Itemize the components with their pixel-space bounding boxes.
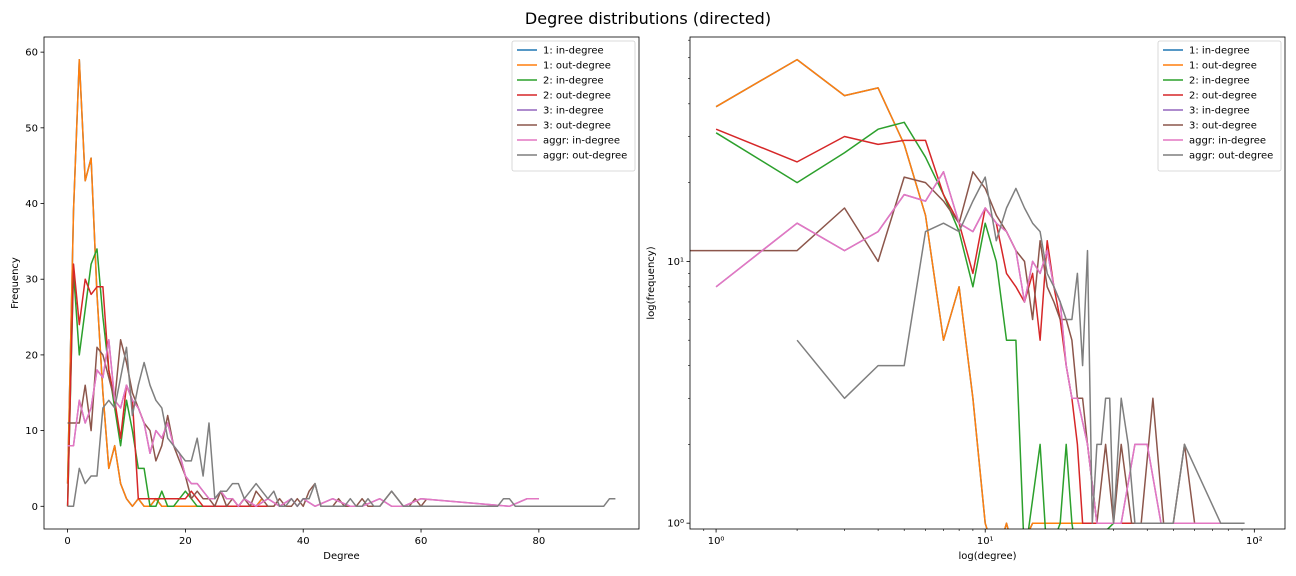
y-tick-label: 40 bbox=[25, 199, 38, 210]
series-line-aggr-out-degree bbox=[796, 176, 1245, 524]
legend-label: aggr: out-degree bbox=[1189, 151, 1273, 162]
legend-label: 3: out-degree bbox=[543, 121, 611, 132]
figure-title: Degree distributions (directed) bbox=[525, 9, 771, 28]
y-tick-label: 0 bbox=[32, 502, 38, 513]
legend-label: aggr: in-degree bbox=[1189, 136, 1266, 147]
y-axis-label: Frequency bbox=[10, 257, 21, 309]
y-tick-label: 30 bbox=[25, 275, 38, 286]
axes-frame bbox=[689, 36, 1286, 530]
series-line-2-out-degree bbox=[66, 263, 281, 508]
y-tick-label: 60 bbox=[25, 48, 38, 59]
series-line-3-out-degree bbox=[67, 339, 428, 508]
y-tick-label: 10 bbox=[25, 426, 38, 437]
x-tick-label: 10⁰ bbox=[708, 536, 725, 547]
x-tick-label: 10² bbox=[1246, 536, 1263, 547]
y-axis-label: log(frequency) bbox=[646, 246, 657, 319]
axes-frame bbox=[43, 36, 640, 530]
series-line-aggr-out-degree bbox=[67, 346, 616, 508]
loglog-degree-plot: 10⁰ 10¹ 10² 10⁰ 10¹ log(degree) log(frequency)… bbox=[646, 36, 1286, 562]
x-axis-label: log(degree) bbox=[958, 551, 1016, 562]
x-tick-label: 10¹ bbox=[977, 536, 994, 547]
legend-label: 1: out-degree bbox=[1189, 61, 1257, 72]
legend-label: 2: in-degree bbox=[1189, 76, 1250, 87]
x-tick-label: 20 bbox=[179, 536, 192, 547]
x-tick-label: 80 bbox=[532, 536, 545, 547]
legend-label: aggr: out-degree bbox=[543, 151, 627, 162]
legend-label: 3: in-degree bbox=[1189, 106, 1250, 117]
series-line-aggr-in-degree bbox=[67, 339, 539, 508]
y-tick-label: 20 bbox=[25, 350, 38, 361]
legend-label: 1: out-degree bbox=[543, 61, 611, 72]
legend-label: 2: out-degree bbox=[1189, 91, 1257, 102]
y-tick-label: 50 bbox=[25, 123, 38, 134]
legend-label: 3: out-degree bbox=[1189, 121, 1257, 132]
x-tick-label: 40 bbox=[297, 536, 310, 547]
y-tick-label: 10⁰ bbox=[667, 519, 684, 530]
legend-label: 2: in-degree bbox=[543, 76, 604, 87]
series-line-1-out-degree bbox=[715, 58, 1125, 529]
legend-label: 1: in-degree bbox=[543, 46, 604, 57]
legend: 1: in-degree 1: out-degree 2: in-degree 2: … bbox=[1157, 40, 1282, 172]
legend-label: 3: in-degree bbox=[543, 106, 604, 117]
legend-label: aggr: in-degree bbox=[543, 136, 620, 147]
legend: 1: in-degree 1: out-degree 2: in-degree 2: … bbox=[511, 40, 636, 172]
x-tick-label: 60 bbox=[415, 536, 428, 547]
y-tick-label: 10¹ bbox=[667, 257, 684, 268]
legend-label: 1: in-degree bbox=[1189, 46, 1250, 57]
x-tick-label: 0 bbox=[64, 536, 70, 547]
linear-degree-plot: 0 20 40 60 80 0 10 20 30 40 50 60 Degree Frequency 1: … bbox=[10, 36, 640, 562]
x-axis-label: Degree bbox=[323, 551, 359, 562]
series-line-2-in-degree bbox=[715, 121, 1115, 529]
legend-label: 2: out-degree bbox=[543, 91, 611, 102]
series-line-aggr-in-degree bbox=[715, 171, 1229, 524]
